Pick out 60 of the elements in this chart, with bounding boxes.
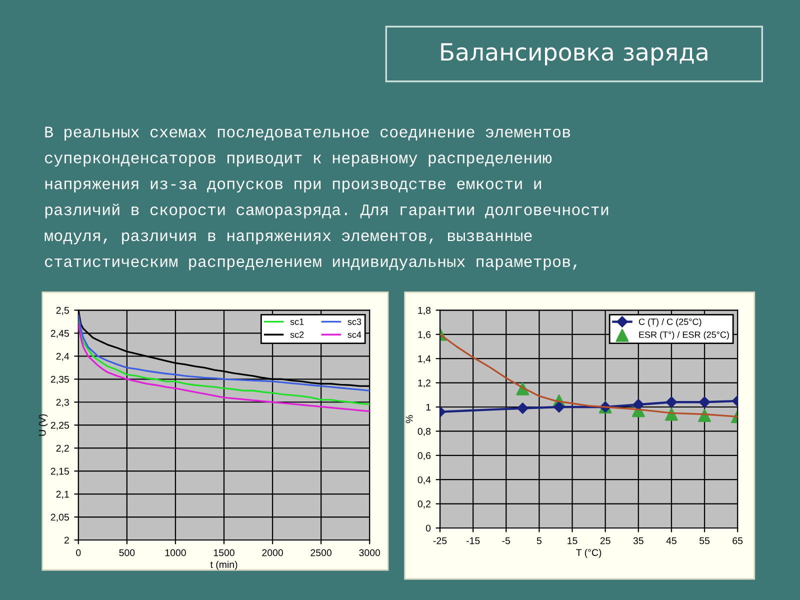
x-tick-label: -15 xyxy=(466,537,480,544)
x-tick-label: -25 xyxy=(433,537,447,544)
x-tick-label: 3000 xyxy=(359,549,380,556)
y-tick-label: 0,2 xyxy=(418,500,430,509)
x-tick-label: 1000 xyxy=(165,549,186,556)
x-tick-label: 1500 xyxy=(214,549,234,556)
legend-label: sc2 xyxy=(290,331,304,338)
x-tick-label: 0 xyxy=(76,549,81,556)
x-tick-label: 45 xyxy=(666,537,676,544)
y-tick-label: 1,2 xyxy=(418,380,430,388)
y-tick-label: 0,4 xyxy=(418,476,431,484)
y-tick-label: 2,05 xyxy=(50,514,69,522)
y-tick-label: 2,1 xyxy=(56,490,69,499)
x-tick-label: 500 xyxy=(119,549,135,556)
text: модуля, различия в напряжениях элементов, вызванные xyxy=(44,232,532,244)
x-tick-label: -5 xyxy=(502,537,510,544)
x-tick-label: 65 xyxy=(732,537,743,544)
text: суперконденсаторов приводит к неравному распределению xyxy=(45,154,552,167)
y-tick-label: 0 xyxy=(426,524,431,532)
x-tick-label: 15 xyxy=(568,537,578,544)
text: В реальных схемах последовательное соединение элементов xyxy=(45,126,570,141)
point xyxy=(553,401,565,413)
x-tick-label: 2000 xyxy=(262,549,283,556)
x-axis-title: t (min) xyxy=(210,560,238,570)
y-tick-label: 2,25 xyxy=(50,422,69,430)
y-tick-label: 2,2 xyxy=(56,444,69,453)
y-tick-label: 2 xyxy=(64,536,69,544)
y-tick-label: 2,35 xyxy=(50,376,69,384)
x-tick-label: 55 xyxy=(700,537,710,544)
y-axis-title: % xyxy=(406,415,413,424)
y-tick-label: 2,4 xyxy=(56,352,70,361)
y-tick-label: 1,8 xyxy=(418,306,431,315)
point xyxy=(632,398,644,410)
y-tick-label: 0,8 xyxy=(418,428,431,436)
x-tick-label: 35 xyxy=(633,537,644,544)
y-tick-label: 1,4 xyxy=(418,355,431,364)
y-tick-label: 2,45 xyxy=(50,330,69,338)
y-tick-label: 1,6 xyxy=(418,331,431,340)
y-tick-label: 1 xyxy=(426,404,430,411)
y-tick-label: 2,3 xyxy=(56,398,69,407)
text: напряжения из-за допусков при производстве емкости и xyxy=(45,180,541,192)
point xyxy=(517,402,528,414)
x-axis-title: T (°C) xyxy=(576,548,602,558)
x-tick-label: 25 xyxy=(600,537,610,544)
x-tick-label: 5 xyxy=(536,537,542,544)
y-axis-title: U (V) xyxy=(38,414,48,436)
legend-label: sc1 xyxy=(290,318,304,325)
y-tick-label: 2,5 xyxy=(56,306,69,315)
y-tick-label: 2,15 xyxy=(50,468,69,476)
legend-label: sc3 xyxy=(348,318,362,325)
legend-label: C (T) / C (25°C) xyxy=(638,318,702,327)
legend-label: ESR (T°) / ESR (25°C) xyxy=(639,331,729,340)
y-tick-label: 0,6 xyxy=(418,452,431,460)
text: статистическим распределением индивидуальных параметров, xyxy=(45,258,577,270)
legend-label: sc4 xyxy=(348,332,362,338)
text: Балансировка заряда xyxy=(441,43,708,66)
x-tick-label: 2500 xyxy=(310,549,332,556)
text: различий в скорости саморазряда. Для гарантии долговечности xyxy=(45,204,608,218)
point xyxy=(698,396,710,408)
point xyxy=(666,396,678,408)
